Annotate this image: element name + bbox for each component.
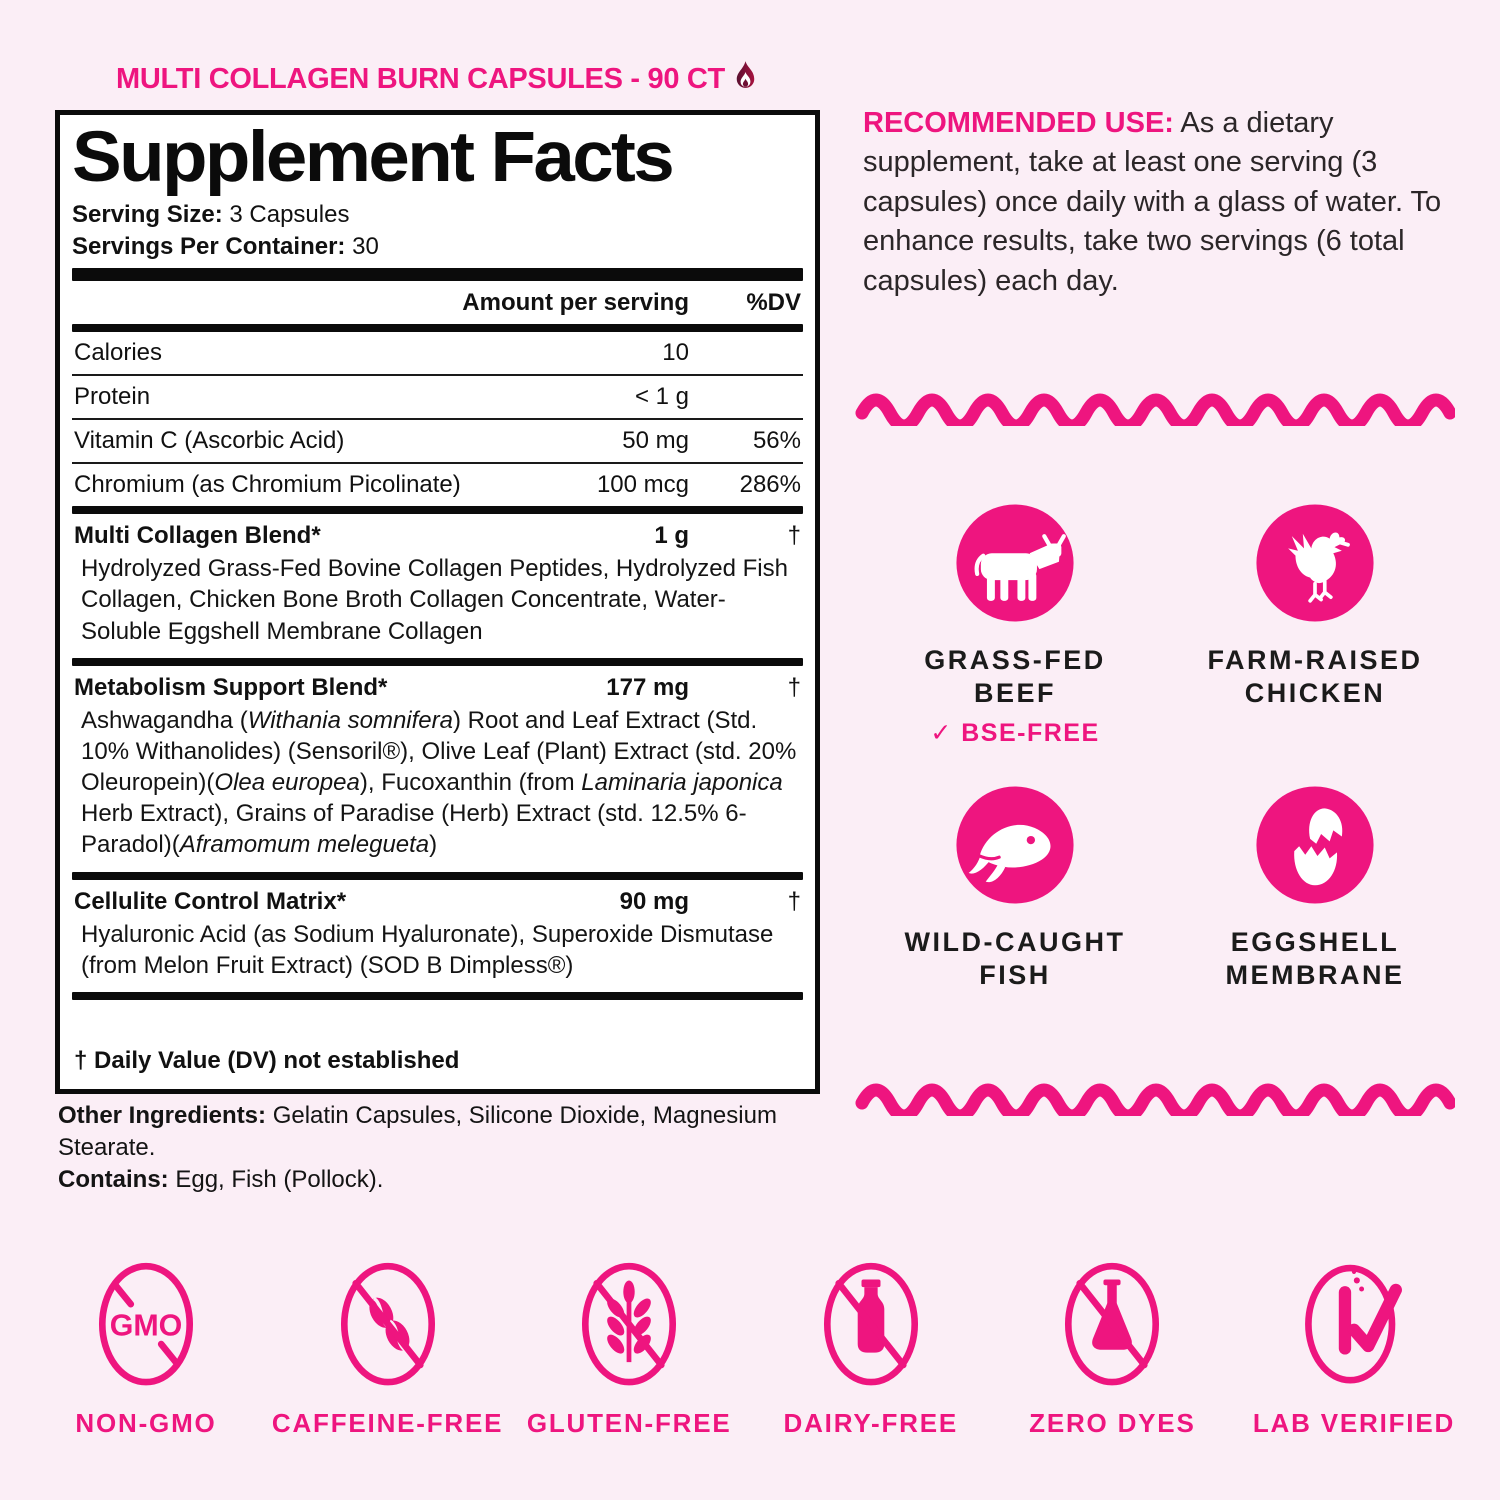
bse-free-note: ✓ BSE-FREE [930,718,1100,747]
feature-lab-verified: LAB VERIFIED [1238,1254,1470,1439]
badge-farm-raised-chicken: FARM-RAISED CHICKEN [1165,502,1465,748]
dairy-free-icon [823,1262,918,1386]
feature-label: DAIRY-FREE [783,1408,959,1438]
divider-medium [72,871,803,880]
feature-gluten-free: GLUTEN-FREE [513,1254,745,1439]
supplement-facts-panel: Supplement Facts Serving Size: 3 Capsule… [55,110,820,1094]
wavy-divider-bottom [855,1083,1455,1116]
divider-medium [72,657,803,666]
blend-name: Cellulite Control Matrix* [74,887,347,915]
amount-column-header: Amount per serving [462,289,689,317]
divider-thick [72,268,803,282]
facts-row-vitamin-c: Vitamin C (Ascorbic Acid) 50 mg 56% [72,420,803,465]
blend-amount: 177 mg [606,673,689,701]
feature-label: LAB VERIFIED [1252,1408,1456,1438]
facts-row-protein: Protein < 1 g [72,376,803,421]
blend-name: Multi Collagen Blend* [74,522,321,550]
feature-badges-row: GMO NON-GMO CAFFEINE-FREE [30,1254,1470,1439]
source-badges-grid: GRASS-FED BEEF ✓ BSE-FREE FARM-RAISED CH… [865,502,1465,1010]
feature-label: ZERO DYES [1029,1408,1196,1438]
blend-amount: 1 g [654,522,689,550]
badge-label: GRASS-FED BEEF [924,645,1106,708]
recommended-use-text: As a dietary supplement, take at least o… [863,107,1442,297]
recommended-use-label: RECOMMENDED USE: [863,107,1174,139]
other-ingredients-line: Other Ingredients: Gelatin Capsules, Sil… [58,1102,777,1161]
facts-row-chromium: Chromium (as Chromium Picolinate) 100 mc… [74,471,801,499]
feature-zero-dyes: ZERO DYES [996,1254,1228,1439]
chicken-icon [1256,504,1374,622]
fish-icon [956,786,1074,904]
feature-non-gmo: GMO NON-GMO [30,1254,262,1439]
facts-title: Supplement Facts [72,118,675,197]
non-gmo-icon: GMO [98,1262,194,1386]
dv-column-header: %DV [746,289,801,317]
recommended-use: RECOMMENDED USE: As a dietary supplement… [863,104,1465,301]
facts-row-calories: Calories 10 [72,332,803,377]
badge-label: WILD-CAUGHT FISH [904,926,1126,990]
caffeine-free-icon [340,1262,435,1386]
feature-dairy-free: DAIRY-FREE [755,1254,987,1439]
serving-size: Serving Size: 3 Capsules [72,200,350,228]
blend-dv-dagger: † [787,887,801,915]
gluten-free-icon [582,1262,677,1386]
facts-column-headers: Amount per serving %DV [72,281,803,324]
blend-description: Hyaluronic Acid (as Sodium Hyaluronate),… [81,920,774,979]
blend-amount: 90 mg [619,887,689,915]
flame-icon [732,60,759,103]
badge-eggshell-membrane: EGGSHELL MEMBRANE [1165,784,1465,1010]
feature-label: GLUTEN-FREE [526,1408,732,1438]
divider-medium [72,506,803,515]
other-ingredients: Other Ingredients: Gelatin Capsules, Sil… [58,1100,793,1196]
product-title-text: MULTI COLLAGEN BURN CAPSULES - 90 CT [116,63,725,95]
blend-dv-dagger: † [787,673,801,701]
feature-label: CAFFEINE-FREE [271,1408,504,1438]
badge-label: FARM-RAISED CHICKEN [1207,645,1423,708]
badge-label: EGGSHELL MEMBRANE [1225,926,1405,990]
wavy-divider-top [855,393,1455,426]
blend-description: Hydrolyzed Grass-Fed Bovine Collagen Pep… [81,555,788,645]
blend-description: Ashwagandha (Withania somnifera) Root an… [81,706,797,859]
facts-footnote: † Daily Value (DV) not established [74,1047,460,1074]
lab-verified-icon [1305,1264,1402,1384]
badge-grass-fed-beef: GRASS-FED BEEF ✓ BSE-FREE [865,502,1165,748]
divider-medium [72,992,803,1001]
badge-wild-caught-fish: WILD-CAUGHT FISH [865,784,1165,1010]
eggshell-icon [1256,786,1374,904]
zero-dyes-icon [1065,1262,1160,1386]
gmo-text: GMO [110,1309,183,1343]
blend-metabolism-support: Metabolism Support Blend* 177 mg † Ashwa… [72,666,803,872]
feature-caffeine-free: CAFFEINE-FREE [272,1254,504,1439]
blend-dv-dagger: † [787,522,801,550]
contains-statement: Contains: Egg, Fish (Pollock). [58,1165,384,1193]
cow-icon [956,504,1074,622]
blend-cellulite-control: Cellulite Control Matrix* 90 mg † Hyalur… [72,880,803,992]
divider-medium [72,324,803,333]
feature-label: NON-GMO [75,1408,217,1438]
blend-name: Metabolism Support Blend* [74,673,388,701]
blend-multi-collagen: Multi Collagen Blend* 1 g † Hydrolyzed G… [72,514,803,658]
servings-per-container: Servings Per Container: 30 [72,232,379,260]
product-title: MULTI COLLAGEN BURN CAPSULES - 90 CT [55,60,820,103]
